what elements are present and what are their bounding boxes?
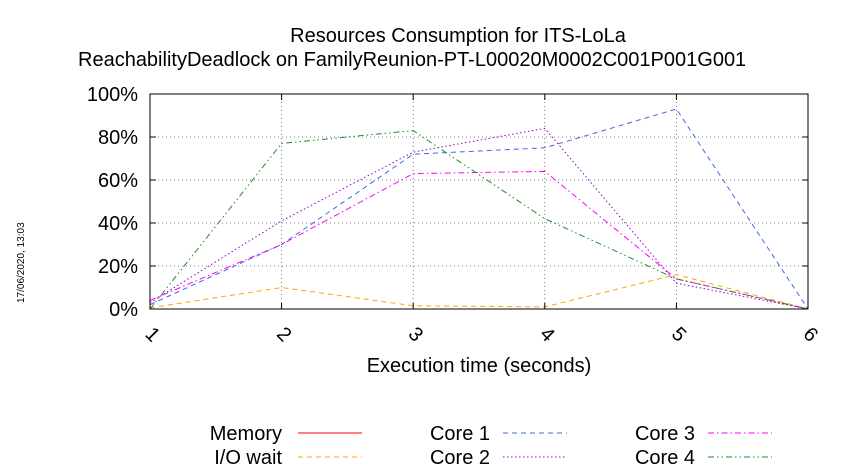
x-tick-label: 2 — [272, 323, 295, 346]
legend-label: Core 2 — [430, 447, 490, 469]
x-tick-label: 4 — [535, 323, 558, 346]
series-layer — [149, 108, 809, 310]
y-tick-label: 40% — [98, 213, 138, 235]
series-line-core-1 — [149, 108, 809, 310]
legend-label: Core 4 — [635, 447, 695, 469]
series-line-i-o-wait — [149, 274, 809, 310]
y-tick-label: 80% — [98, 127, 138, 149]
y-tick-label: 0% — [109, 299, 138, 321]
x-tick-label: 3 — [404, 323, 427, 346]
x-axis-label: Execution time (seconds) — [367, 355, 592, 377]
grid-lines — [150, 94, 808, 309]
series-line-core-2 — [149, 127, 809, 310]
legend-label: Core 3 — [635, 423, 695, 445]
x-tick-label: 1 — [141, 323, 164, 346]
series-line-core-4 — [149, 130, 809, 310]
side-timestamp: 17/06/2020, 13:03 — [16, 222, 27, 303]
plot-frame — [149, 93, 809, 310]
x-tick-label: 6 — [799, 323, 822, 346]
y-tick-label: 60% — [98, 170, 138, 192]
y-tick-label: 20% — [98, 256, 138, 278]
y-tick-label: 100% — [87, 84, 138, 106]
legend-label: I/O wait — [214, 447, 282, 469]
x-tick-label: 5 — [667, 323, 690, 346]
legend-label: Core 1 — [430, 423, 490, 445]
chart-title: Resources Consumption for ITS-LoLa — [290, 25, 627, 47]
series-line-core-3 — [149, 170, 809, 310]
legend-label: Memory — [210, 423, 282, 445]
axis-ticks: 0% 20% 40% 60% 80% 100% 1 2 3 4 5 6 — [87, 84, 822, 346]
chart-subtitle: ReachabilityDeadlock on FamilyReunion-PT… — [78, 49, 746, 71]
